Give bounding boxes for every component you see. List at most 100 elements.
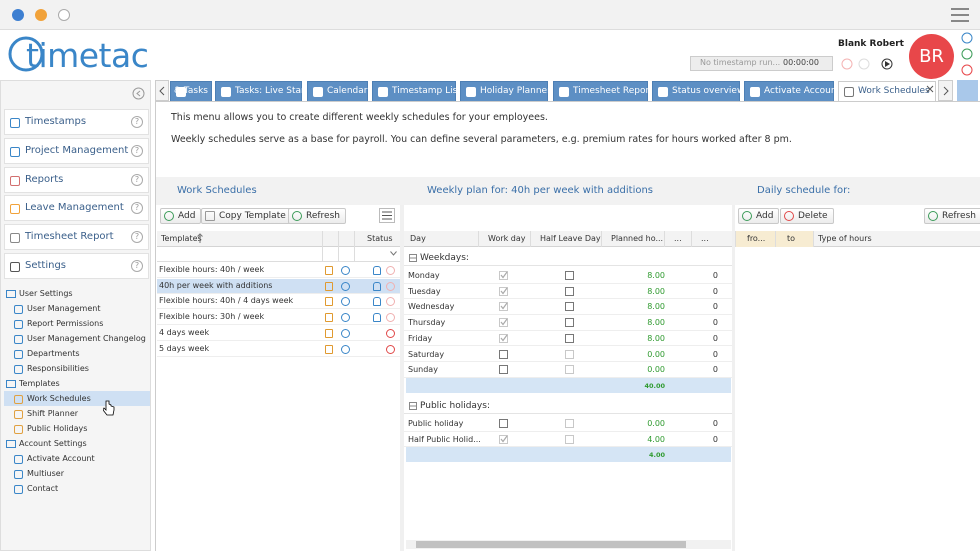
check-mark — [500, 318, 508, 326]
tree-item[interactable]: Activate Account — [27, 453, 95, 465]
menu-item[interactable]: Reports? — [4, 167, 149, 193]
tree-item[interactable]: Public Holidays — [27, 423, 87, 435]
toolbar-button[interactable]: Refresh — [924, 208, 980, 224]
status-icon[interactable] — [386, 266, 395, 275]
checkbox — [499, 318, 508, 327]
tab[interactable]: Timesheet Report — [553, 81, 648, 102]
extra-value: 0 — [680, 317, 718, 329]
arrow — [158, 86, 166, 96]
tree-item[interactable]: User Management — [27, 303, 100, 315]
extra-value: 0 — [680, 349, 718, 361]
info-icon[interactable] — [341, 282, 350, 291]
tab[interactable]: Work Schedules — [838, 81, 936, 102]
column-header: Type of hours — [818, 233, 872, 245]
status-icon[interactable] — [386, 345, 395, 354]
tab[interactable]: Status overview — [652, 81, 740, 102]
button-icon — [928, 211, 938, 221]
tab[interactable]: Calendar — [307, 81, 368, 102]
edit-icon[interactable] — [325, 329, 333, 338]
tree-item[interactable]: User Management Changelog — [27, 333, 146, 345]
help-icon: ? — [131, 174, 143, 186]
tab[interactable]: Timestamp List — [372, 81, 456, 102]
checkbox[interactable] — [565, 287, 574, 296]
status-icon[interactable] — [386, 282, 395, 291]
tab-label: Tasks: Live Start — [235, 86, 308, 96]
group-toggle[interactable] — [409, 254, 417, 262]
checkbox[interactable] — [499, 419, 508, 428]
toolbar-button[interactable]: Copy Template — [201, 208, 292, 224]
button-label: Refresh — [306, 209, 340, 223]
intro-text: Weekly schedules serve as a base for pay… — [171, 134, 792, 145]
tab-label: & Tasks — [174, 86, 208, 96]
group-total: 4.00 — [600, 449, 665, 461]
status-icon[interactable] — [386, 329, 395, 338]
checkbox[interactable] — [499, 365, 508, 374]
button-icon — [784, 211, 794, 221]
tree-folder-icon — [6, 290, 16, 298]
tree-item-icon — [14, 485, 23, 494]
extra-value: 0 — [680, 270, 718, 282]
timestamp-box: No timestamp run...00:00:00 — [690, 56, 833, 71]
checkbox[interactable] — [565, 271, 574, 280]
checkbox[interactable] — [565, 334, 574, 343]
control-icons — [840, 57, 900, 71]
assign-icon — [373, 297, 381, 306]
tree-item-icon — [14, 320, 23, 329]
tab-label: Work Schedules — [858, 86, 930, 96]
info-icon[interactable] — [341, 345, 350, 354]
tab[interactable]: & Tasks — [170, 81, 212, 102]
menu-item[interactable]: Project Management? — [4, 138, 149, 164]
help-icon: ? — [131, 202, 143, 214]
tab[interactable]: Holiday Planner — [460, 81, 548, 102]
checkbox[interactable] — [565, 302, 574, 311]
info-icon[interactable] — [341, 266, 350, 275]
tree-item[interactable]: Multiuser — [27, 468, 64, 480]
edit-icon[interactable] — [325, 297, 333, 306]
edit-icon[interactable] — [325, 313, 333, 322]
checkbox[interactable] — [565, 318, 574, 327]
button-label: Delete — [798, 209, 828, 223]
tree-item-icon — [14, 425, 23, 434]
menu-item[interactable]: Settings? — [4, 253, 149, 279]
extra-value: 0 — [680, 434, 718, 446]
scrollbar-thumb — [416, 541, 686, 548]
tab[interactable]: Activate Account — [744, 81, 834, 102]
menu-item[interactable]: Leave Management? — [4, 195, 149, 221]
tree-item-icon — [14, 350, 23, 359]
toolbar-button[interactable]: Add — [160, 208, 201, 224]
menu-item[interactable]: Timestamps? — [4, 109, 149, 135]
edit-icon[interactable] — [325, 266, 333, 275]
edit-icon[interactable] — [325, 282, 333, 291]
tree-item-icon — [14, 455, 23, 464]
toolbar-button[interactable]: Delete — [780, 208, 834, 224]
info-icon[interactable] — [341, 329, 350, 338]
toolbar-button[interactable]: Refresh — [288, 208, 346, 224]
tips-tab[interactable] — [957, 80, 978, 101]
tree-item[interactable]: Shift Planner — [27, 408, 78, 420]
panel-title: Daily schedule for: — [757, 185, 850, 196]
menu-item[interactable]: Timesheet Report? — [4, 224, 149, 250]
edit-icon[interactable] — [325, 345, 333, 354]
column-divider — [664, 231, 665, 247]
tree-item[interactable]: Departments — [27, 348, 80, 360]
tab[interactable]: Tasks: Live Start — [215, 81, 302, 102]
tab-label: Status overview — [672, 86, 744, 96]
help-icon: ? — [131, 260, 143, 272]
group-toggle[interactable] — [409, 402, 417, 410]
tree-item[interactable]: Contact — [27, 483, 58, 495]
toolbar-button[interactable]: Add — [738, 208, 779, 224]
assign-icon — [373, 266, 381, 275]
tab-label: Timestamp List — [392, 86, 461, 96]
tab-icon — [378, 87, 388, 97]
tree-item-icon — [14, 410, 23, 419]
tree-item[interactable]: Work Schedules — [27, 393, 91, 405]
tree-item[interactable]: Report Permissions — [27, 318, 103, 330]
intro-text: This menu allows you to create different… — [171, 112, 548, 123]
checkbox — [565, 350, 574, 359]
tree-item[interactable]: Responsibilities — [27, 363, 89, 375]
avatar[interactable]: BR — [909, 34, 954, 79]
checkbox[interactable] — [499, 350, 508, 359]
column-header: Day — [410, 233, 426, 245]
day-name: Thursday — [408, 317, 445, 329]
